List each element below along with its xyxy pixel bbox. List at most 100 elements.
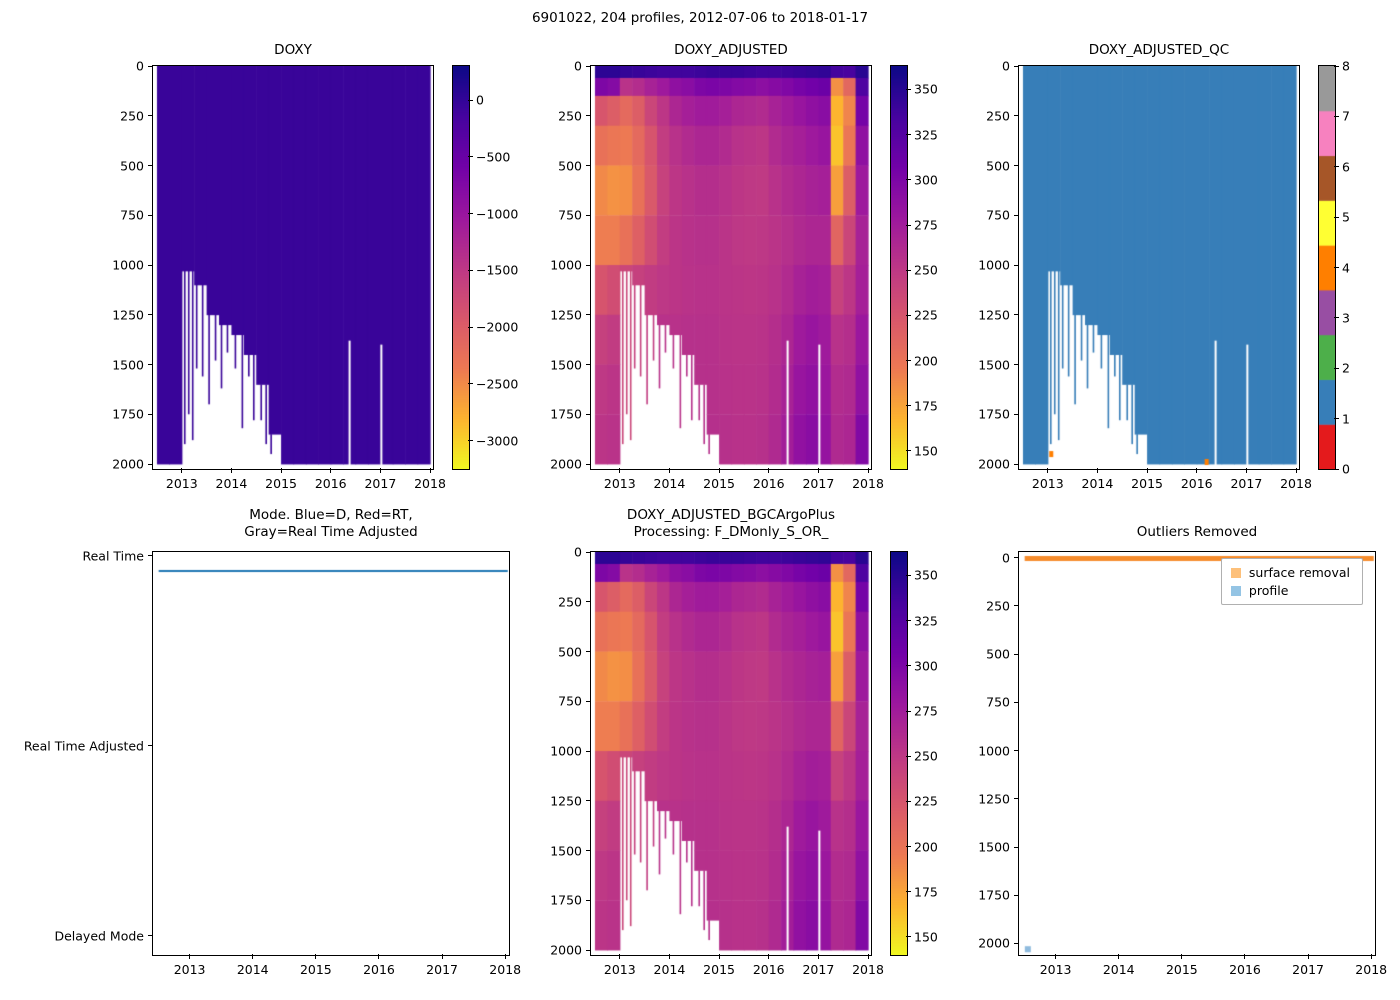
doxy-colorbar: 0 −500 −1000 −1500 −2000 −2500 −3000 — [452, 65, 518, 470]
x-tick-label: 2015 — [703, 476, 735, 491]
x-tick-mark — [1118, 954, 1120, 959]
y-tick-label: 2000 — [550, 456, 582, 472]
x-tick-label: 2017 — [1230, 476, 1263, 491]
colorbar-tick-label: 0 — [1342, 461, 1350, 477]
y-tick-mark — [148, 745, 153, 747]
x-tick-mark — [379, 468, 381, 473]
y-tick-label: Real Time — [82, 548, 144, 564]
colorbar-tick-mark — [906, 620, 911, 622]
x-tick-mark — [619, 468, 621, 473]
y-tick-label: 1750 — [112, 406, 144, 422]
y-tick-mark — [1014, 314, 1019, 316]
colorbar-tick-mark — [906, 891, 911, 893]
colorbar-tick-mark — [906, 360, 911, 362]
y-tick-label: 250 — [986, 108, 1010, 124]
colorbar-tick-label: 0 — [476, 92, 484, 108]
colorbar-tick-label: 275 — [914, 703, 938, 719]
colorbar-tick-label: 350 — [914, 81, 938, 97]
y-tick-mark — [586, 750, 591, 752]
y-tick-label: 2000 — [112, 456, 144, 472]
x-tick-label: 2013 — [173, 962, 206, 977]
x-tick-mark — [1181, 954, 1183, 959]
y-tick-mark — [148, 314, 153, 316]
y-tick-mark — [586, 551, 591, 553]
x-tick-mark — [1245, 468, 1247, 473]
y-tick-mark — [586, 899, 591, 901]
y-tick-label: 0 — [574, 544, 582, 560]
y-tick-mark — [586, 115, 591, 117]
mode-title-line-1: Mode. Blue=D, Red=RT, — [249, 507, 413, 523]
colorbar-tick-label: 275 — [914, 217, 938, 233]
x-tick-mark — [668, 468, 670, 473]
x-tick-label: 2016 — [752, 962, 785, 977]
y-tick-label: 1750 — [978, 406, 1010, 422]
x-tick-label: 2018 — [852, 476, 884, 491]
x-tick-mark — [1096, 468, 1098, 473]
y-tick-label: 500 — [986, 158, 1010, 173]
x-tick-mark — [1196, 468, 1198, 473]
colorbar-tick-mark — [468, 156, 473, 158]
x-tick-label: 2014 — [653, 476, 686, 491]
x-tick-label: 2018 — [1280, 476, 1312, 491]
y-tick-label: 750 — [986, 694, 1010, 710]
colorbar-tick-label: 200 — [914, 839, 938, 855]
y-tick-label: 0 — [1002, 58, 1010, 74]
y-tick-mark — [1014, 165, 1019, 166]
colorbar-tick-mark — [1334, 367, 1339, 369]
y-tick-label: 750 — [558, 207, 582, 223]
y-tick-label: 1500 — [550, 843, 582, 859]
y-tick-label: 750 — [558, 693, 582, 709]
y-tick-label: 1250 — [550, 793, 582, 809]
y-tick-label: 500 — [986, 646, 1010, 662]
y-tick-label: 500 — [120, 158, 144, 173]
y-tick-mark — [1014, 214, 1019, 216]
colorbar-tick-mark — [1334, 65, 1339, 67]
mode-plot-canvas — [153, 552, 509, 955]
x-tick-mark — [718, 468, 720, 473]
y-tick-label: 250 — [120, 108, 144, 124]
x-tick-mark — [668, 954, 670, 959]
x-tick-label: 2014 — [1081, 476, 1114, 491]
x-tick-mark — [429, 468, 431, 473]
x-tick-label: 2016 — [314, 476, 347, 491]
y-tick-label: 1000 — [550, 743, 582, 759]
y-tick-mark — [148, 413, 153, 415]
x-tick-label: 2015 — [1131, 476, 1163, 491]
y-tick-label: 750 — [120, 207, 144, 223]
colorbar-tick-label: 1 — [1342, 411, 1350, 427]
doxy-adjusted-bgc-heatmap-canvas — [591, 552, 871, 955]
colorbar-tick-mark — [906, 574, 911, 576]
y-tick-mark — [1014, 846, 1019, 848]
x-tick-mark — [768, 954, 770, 959]
y-tick-label: 2000 — [978, 935, 1010, 951]
y-tick-label: 2000 — [978, 456, 1010, 472]
y-tick-label: 1000 — [978, 743, 1010, 759]
y-tick-label: 250 — [986, 598, 1010, 614]
bgc-title-line-2: Processing: F_DMonly_S_OR_ — [633, 524, 829, 540]
x-tick-mark — [817, 468, 819, 473]
profile-marker-icon — [1230, 585, 1241, 596]
legend-label-profile: profile — [1248, 583, 1289, 598]
y-tick-label: 500 — [558, 644, 582, 659]
y-tick-mark — [1014, 750, 1019, 752]
y-tick-mark — [586, 601, 591, 603]
y-tick-label: 1250 — [550, 307, 582, 323]
colorbar-tick-mark — [906, 88, 911, 90]
colorbar-tick-mark — [906, 269, 911, 271]
x-tick-mark — [1370, 954, 1372, 959]
colorbar-tick-mark — [906, 179, 911, 181]
colorbar-tick-mark — [468, 269, 473, 271]
x-tick-mark — [1055, 954, 1057, 959]
colorbar-tick-mark — [906, 710, 911, 712]
colorbar-tick-mark — [906, 450, 911, 452]
y-tick-mark — [148, 463, 153, 465]
y-tick-mark — [586, 314, 591, 316]
colorbar-tick-label: −1500 — [476, 262, 519, 278]
x-tick-mark — [1047, 468, 1049, 473]
y-tick-label: 1000 — [978, 257, 1010, 273]
x-tick-mark — [230, 468, 232, 473]
y-tick-mark — [1014, 463, 1019, 465]
legend-label-surface-removal: surface removal — [1248, 565, 1350, 580]
colorbar-tick-label: 3 — [1342, 310, 1350, 326]
